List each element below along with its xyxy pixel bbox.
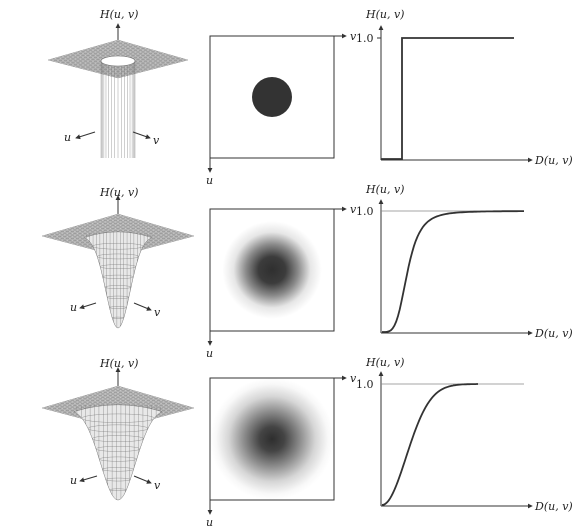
mesh-line	[115, 59, 186, 78]
u-axis-arrow	[79, 302, 97, 310]
u-axis-label: u	[206, 347, 213, 360]
mesh-line	[112, 215, 189, 238]
u-axis-label: u	[206, 174, 213, 187]
perspective-plot-butterworth: H(u, v) u v	[41, 186, 195, 329]
profile-plot-butterworth: H(u, v) D(u, v) 1.0	[356, 183, 573, 340]
mesh-line	[95, 46, 166, 66]
d-axis-label: D(u, v)	[534, 327, 573, 340]
mesh-line	[105, 56, 176, 75]
mesh-line	[97, 45, 169, 66]
bowl-mesh	[76, 404, 161, 500]
u-axis-label: u	[70, 474, 77, 487]
gaussian-curve	[381, 383, 478, 506]
mesh-ring	[109, 488, 127, 491]
mesh-ring	[92, 243, 144, 250]
d-axis-label: D(u, v)	[534, 500, 573, 513]
u-axis-arrow	[79, 475, 98, 483]
mesh-line	[107, 42, 179, 63]
mesh-ring	[97, 253, 139, 260]
ideal-step-curve	[381, 37, 514, 160]
mesh-line	[100, 54, 171, 74]
mesh-ring	[104, 285, 132, 289]
row-ideal: H(u, v) u v v u H(u, v) D(u, v) 1.0	[47, 8, 573, 187]
mesh-ring	[109, 306, 127, 309]
mesh-ring	[112, 316, 124, 319]
image-plot-butterworth: v u	[206, 203, 357, 360]
butterworth-curve	[382, 210, 524, 333]
mesh-line	[100, 44, 171, 65]
mesh-line	[107, 216, 184, 239]
v-axis-label: v	[154, 479, 161, 492]
u-axis-label: u	[206, 516, 213, 529]
bowl-mesh	[86, 232, 152, 328]
mesh-line	[102, 44, 174, 65]
profile-plot-gaussian: H(u, v) D(u, v) 1.0	[356, 356, 573, 513]
image-plot-ideal: v u	[206, 30, 357, 187]
h-axis-label: H(u, v)	[365, 356, 404, 369]
mesh-ring	[107, 295, 129, 299]
perspective-plot-gaussian: H(u, v) u v	[41, 357, 195, 501]
mesh-line	[117, 39, 189, 61]
mesh-line	[110, 41, 181, 63]
mesh-line	[112, 41, 184, 62]
image-plot-gaussian: v u	[206, 372, 357, 529]
mesh-ring	[102, 467, 134, 472]
dark-disk	[252, 77, 292, 117]
spike-lines	[100, 61, 136, 158]
mesh-ring	[102, 274, 134, 279]
image-frame	[209, 208, 335, 332]
mesh-line	[110, 388, 187, 411]
tick-one-label: 1.0	[356, 32, 374, 45]
mesh-ring	[100, 264, 136, 269]
image-frame	[209, 377, 335, 501]
profile-plot-ideal: H(u, v) D(u, v) 1.0	[356, 8, 573, 167]
h-axis-label: H(u, v)	[365, 183, 404, 196]
h-axis-label: H(u, v)	[99, 357, 138, 370]
perspective-plot-ideal: H(u, v) u v	[47, 8, 189, 158]
h-axis-label: H(u, v)	[365, 8, 404, 21]
mesh-line	[107, 56, 179, 76]
u-axis-label: u	[70, 301, 77, 314]
mesh-line	[112, 387, 189, 410]
mesh-ring	[81, 413, 155, 423]
mesh-ring	[92, 435, 144, 442]
row-butterworth: H(u, v) u v v u H(u, v) D(u, v) 1.0	[41, 183, 573, 360]
mesh-ring	[87, 424, 149, 433]
d-axis-label: D(u, v)	[534, 154, 573, 167]
u-axis-arrow	[75, 131, 96, 140]
mesh-ring	[95, 446, 141, 452]
v-axis-arrow	[133, 302, 152, 311]
tick-one-label: 1.0	[356, 378, 374, 391]
v-axis-label: v	[350, 203, 357, 216]
mesh-line	[117, 213, 195, 237]
mesh-line	[110, 216, 187, 239]
mesh-line	[105, 43, 176, 64]
v-axis-arrow	[132, 131, 151, 139]
v-axis-arrow	[133, 475, 152, 484]
mesh-line	[107, 388, 184, 411]
mesh-line	[110, 57, 181, 77]
v-axis-label: v	[154, 306, 161, 319]
mesh-ring	[105, 477, 131, 482]
mesh-ring	[99, 456, 137, 462]
mesh-line	[115, 214, 192, 237]
mesh-line	[115, 386, 192, 409]
v-axis-label: v	[350, 372, 357, 385]
mesh-line	[117, 385, 195, 409]
bowl-surface	[83, 231, 153, 329]
mesh-line	[117, 59, 189, 79]
mesh-line	[115, 40, 186, 61]
h-axis-label: H(u, v)	[99, 186, 138, 199]
u-axis-label: u	[64, 131, 71, 144]
tick-one-label: 1.0	[356, 205, 374, 218]
h-axis-label: H(u, v)	[99, 8, 138, 21]
v-axis-label: v	[350, 30, 357, 43]
v-axis-label: v	[153, 134, 160, 147]
row-gaussian: H(u, v) u v v u H(u, v) D(u, v) 1.0	[41, 356, 573, 529]
bowl-surface	[73, 404, 163, 501]
cutout-ellipse	[100, 55, 136, 67]
